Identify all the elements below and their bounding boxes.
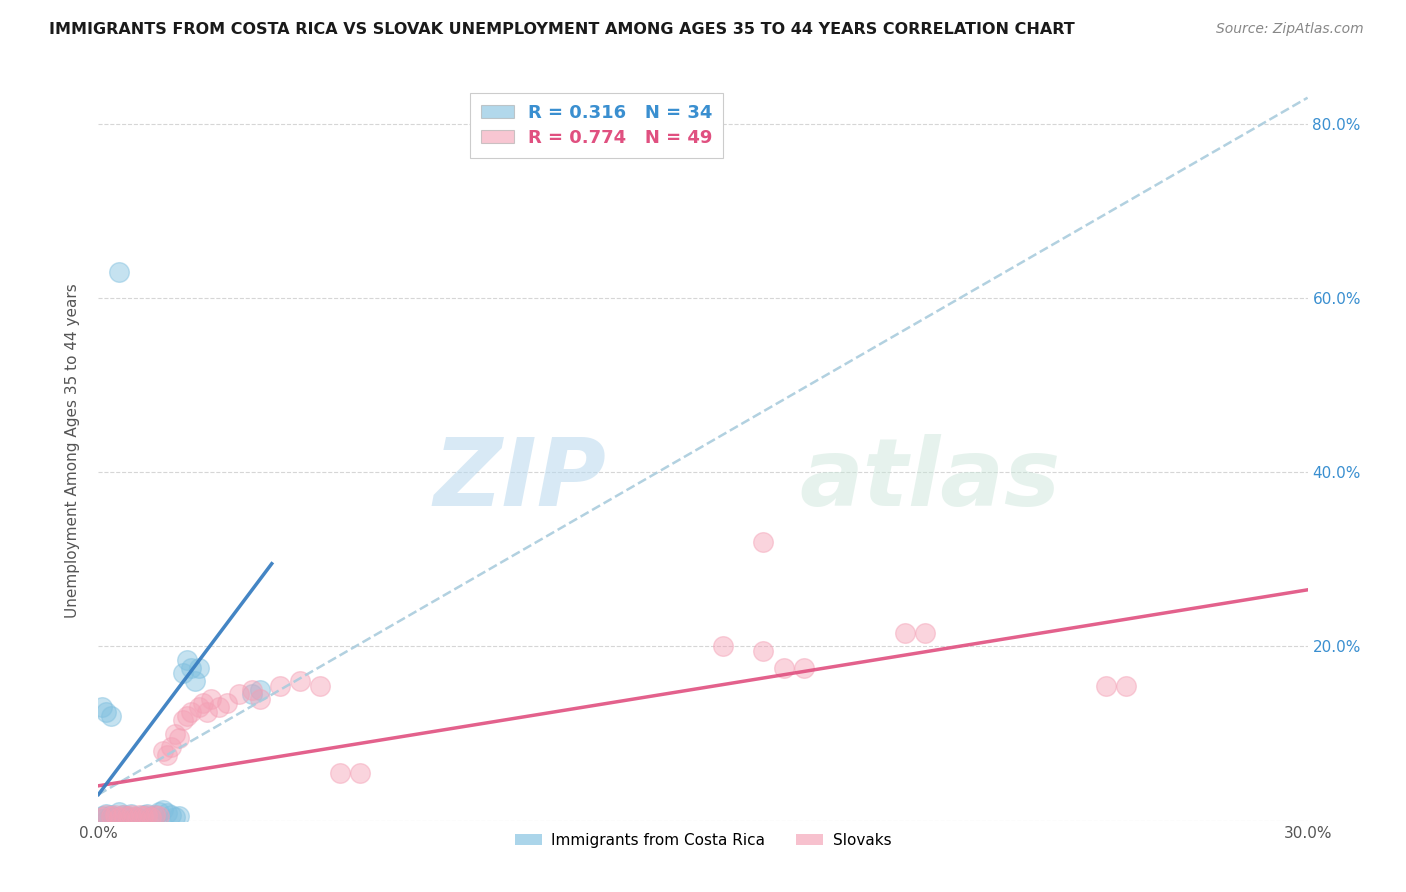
Point (180, 705, 202, 719)
Y-axis label: Unemployment Among Ages 35 to 44 years: Unemployment Among Ages 35 to 44 years (65, 283, 80, 618)
Point (152, 803, 174, 817)
Point (893, 626, 915, 640)
Point (188, 700, 211, 714)
Point (132, 809, 155, 823)
Point (107, 265, 129, 279)
Point (188, 661, 211, 675)
Point (120, 806, 142, 821)
Point (115, 809, 138, 823)
Point (914, 626, 936, 640)
Text: ZIP: ZIP (433, 434, 606, 526)
Point (148, 809, 170, 823)
Point (309, 679, 332, 693)
Point (100, 808, 122, 822)
Point (100, 809, 122, 823)
Text: Source: ZipAtlas.com: Source: ZipAtlas.com (1216, 22, 1364, 37)
Point (143, 808, 166, 822)
Point (184, 674, 207, 689)
Point (107, 805, 129, 819)
Point (139, 810, 162, 824)
Point (124, 810, 146, 824)
Point (172, 714, 194, 728)
Point (217, 696, 239, 710)
Legend: Immigrants from Costa Rica, Slovaks: Immigrants from Costa Rica, Slovaks (509, 827, 897, 854)
Point (100, 709, 122, 723)
Point (167, 809, 190, 823)
Point (143, 807, 166, 822)
Point (176, 709, 198, 723)
Point (120, 807, 142, 822)
Point (91, 700, 114, 714)
Point (752, 644, 775, 658)
Point (96, 705, 118, 719)
Point (132, 808, 155, 822)
Point (156, 805, 179, 820)
Point (180, 661, 202, 675)
Point (1095, 679, 1118, 693)
Point (91, 809, 114, 823)
Point (148, 805, 170, 819)
Point (193, 696, 215, 710)
Point (176, 652, 198, 666)
Point (208, 700, 231, 714)
Point (100, 811, 122, 825)
Point (111, 808, 134, 822)
Point (156, 748, 179, 763)
Point (269, 679, 291, 693)
Point (172, 665, 194, 680)
Point (163, 810, 186, 824)
Point (249, 691, 271, 706)
Point (152, 744, 174, 758)
Point (103, 810, 125, 824)
Point (349, 765, 371, 780)
Point (111, 807, 134, 822)
Point (752, 535, 775, 549)
Point (91, 810, 114, 824)
Point (128, 811, 150, 825)
Point (124, 810, 146, 824)
Point (91, 812, 114, 826)
Point (249, 683, 271, 698)
Point (200, 691, 222, 706)
Point (96, 806, 118, 821)
Text: atlas: atlas (800, 434, 1062, 526)
Point (96, 813, 118, 827)
Point (96, 808, 118, 822)
Point (793, 661, 815, 675)
Point (288, 674, 311, 689)
Point (135, 807, 157, 822)
Point (1115, 679, 1137, 693)
Point (128, 808, 150, 822)
Point (167, 731, 190, 745)
Point (711, 640, 734, 654)
Point (240, 683, 263, 698)
Point (228, 687, 250, 701)
Point (163, 726, 186, 740)
Point (103, 807, 125, 822)
Point (772, 661, 794, 675)
Point (160, 739, 183, 754)
Point (160, 808, 183, 822)
Point (135, 806, 157, 821)
Text: IMMIGRANTS FROM COSTA RICA VS SLOVAK UNEMPLOYMENT AMONG AGES 35 TO 44 YEARS CORR: IMMIGRANTS FROM COSTA RICA VS SLOVAK UNE… (49, 22, 1076, 37)
Point (139, 809, 162, 823)
Point (240, 687, 263, 701)
Point (107, 810, 129, 824)
Point (329, 765, 352, 780)
Point (195, 705, 218, 719)
Point (115, 809, 138, 823)
